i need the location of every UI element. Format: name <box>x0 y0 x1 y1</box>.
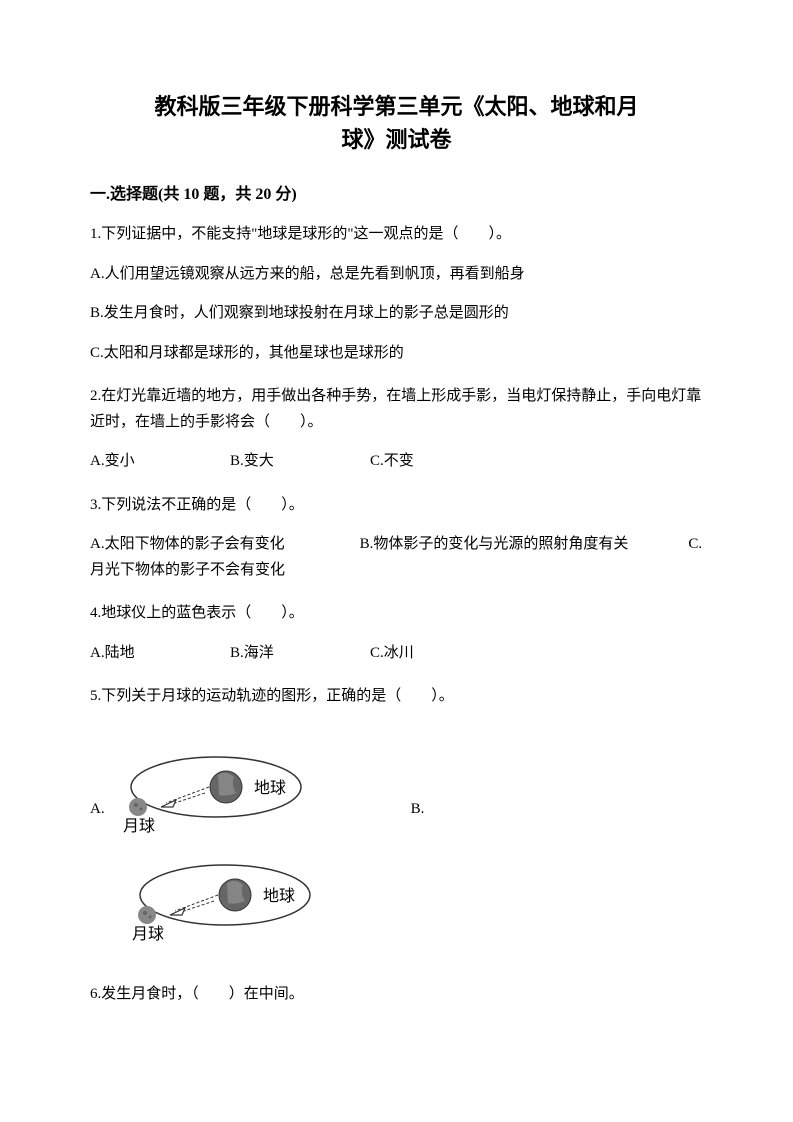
q4-options: A.陆地 B.海洋 C.冰川 <box>90 641 703 667</box>
question-3: 3.下列说法不正确的是（ ）。 A.太阳下物体的影子会有变化 B.物体影子的变化… <box>90 493 703 584</box>
orbit-diagram-b: 地球 月球 <box>120 853 330 943</box>
title-line2: 球》测试卷 <box>90 123 703 156</box>
q3-text: 3.下列说法不正确的是（ ）。 <box>90 493 703 519</box>
q5-option-a-item: A. 地球 月球 <box>90 745 321 835</box>
q4-text: 4.地球仪上的蓝色表示（ ）。 <box>90 601 703 627</box>
question-5: 5.下列关于月球的运动轨迹的图形，正确的是（ ）。 A. 地球 月球 B. <box>90 684 703 952</box>
question-1: 1.下列证据中，不能支持"地球是球形的"这一观点的是（ ）。 A.人们用望远镜观… <box>90 222 703 366</box>
moon-label-a: 月球 <box>123 817 155 835</box>
q2-option-c: C.不变 <box>370 449 414 475</box>
q2-option-a: A.变小 <box>90 449 230 475</box>
q5-image-row-b: 地球 月球 <box>120 853 703 953</box>
section-header: 一.选择题(共 10 题，共 20 分) <box>90 180 703 204</box>
q5-image-row-a: A. 地球 月球 B. <box>90 745 703 835</box>
q3-options: A.太阳下物体的影子会有变化 B.物体影子的变化与光源的照射角度有关 C.月光下… <box>90 532 703 583</box>
q1-option-a: A.人们用望远镜观察从远方来的船，总是先看到帆顶，再看到船身 <box>90 262 703 288</box>
q2-options: A.变小 B.变大 C.不变 <box>90 449 703 475</box>
q1-text: 1.下列证据中，不能支持"地球是球形的"这一观点的是（ ）。 <box>90 222 703 248</box>
q2-text: 2.在灯光靠近墙的地方，用手做出各种手势，在墙上形成手影，当电灯保持静止，手向电… <box>90 384 703 435</box>
q1-option-b: B.发生月食时，人们观察到地球投射在月球上的影子总是圆形的 <box>90 301 703 327</box>
question-4: 4.地球仪上的蓝色表示（ ）。 A.陆地 B.海洋 C.冰川 <box>90 601 703 666</box>
earth-label-a: 地球 <box>254 779 286 797</box>
q4-option-c: C.冰川 <box>370 641 414 667</box>
question-6: 6.发生月食时，（ ）在中间。 <box>90 982 703 1008</box>
q3-option-a: A.太阳下物体的影子会有变化 <box>90 536 285 552</box>
question-2: 2.在灯光靠近墙的地方，用手做出各种手势，在墙上形成手影，当电灯保持静止，手向电… <box>90 384 703 475</box>
moon-label-b: 月球 <box>132 925 164 943</box>
earth-label-b: 地球 <box>263 887 295 905</box>
q6-text: 6.发生月食时，（ ）在中间。 <box>90 982 703 1008</box>
orbit-diagram-a: 地球 月球 <box>111 745 321 835</box>
q5-label-b: B. <box>411 797 425 835</box>
q5-label-a: A. <box>90 797 105 835</box>
q3-option-b: B.物体影子的变化与光源的照射角度有关 <box>360 536 629 552</box>
q2-option-b: B.变大 <box>230 449 370 475</box>
q4-option-b: B.海洋 <box>230 641 370 667</box>
q4-option-a: A.陆地 <box>90 641 230 667</box>
page-title: 教科版三年级下册科学第三单元《太阳、地球和月 球》测试卷 <box>90 90 703 156</box>
q5-text: 5.下列关于月球的运动轨迹的图形，正确的是（ ）。 <box>90 684 703 710</box>
title-line1: 教科版三年级下册科学第三单元《太阳、地球和月 <box>90 90 703 123</box>
q1-option-c: C.太阳和月球都是球形的，其他星球也是球形的 <box>90 341 703 367</box>
